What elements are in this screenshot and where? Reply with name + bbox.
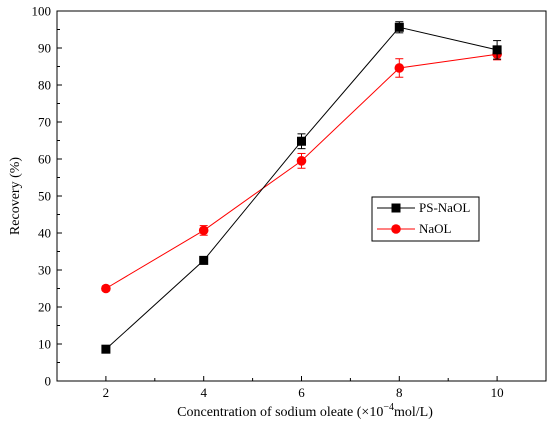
- legend-box: [371, 196, 480, 242]
- series-ps-naol: [101, 21, 502, 354]
- y-tick-label: 90: [38, 41, 51, 56]
- x-axis-title: Concentration of sodium oleate (×10−4mol…: [177, 402, 433, 420]
- x-tick-label: 2: [103, 385, 110, 400]
- data-point-naol: [296, 156, 307, 166]
- x-tick-label: 8: [396, 385, 403, 400]
- x-axis-title-unit: mol/L): [394, 405, 433, 420]
- y-tick-label: 60: [38, 152, 51, 167]
- y-tick-label: 10: [38, 337, 51, 352]
- data-point-ps-naol: [101, 344, 111, 354]
- x-axis-title-exponent: −4: [383, 402, 394, 413]
- series-line-naol: [105, 53, 498, 289]
- x-tick-label: 10: [491, 385, 504, 400]
- series-line-ps-naol: [105, 26, 498, 350]
- x-tick-label: 4: [200, 385, 207, 400]
- data-point-ps-naol: [394, 22, 404, 32]
- data-point-ps-naol: [297, 136, 306, 146]
- x-axis: 2 4 6 8 10: [103, 376, 504, 400]
- y-tick-label: 40: [38, 226, 51, 241]
- plot-frame: [56, 10, 547, 382]
- data-point-naol: [101, 283, 111, 294]
- y-tick-label: 80: [38, 78, 51, 93]
- y-tick-label: 100: [32, 4, 52, 19]
- series-naol: [101, 48, 502, 294]
- y-tick-label: 70: [38, 115, 51, 130]
- y-axis: 0 10 20 30 40 50 60 70 80 90 100: [32, 4, 62, 389]
- legend: PS-NaOL NaOL: [371, 196, 480, 242]
- y-axis-title: Recovery (%): [8, 157, 23, 235]
- data-point-naol: [394, 63, 405, 73]
- x-axis-title-text: Concentration of sodium oleate (×10: [177, 405, 383, 420]
- y-tick-label: 20: [38, 300, 51, 315]
- y-tick-label: 50: [38, 189, 51, 204]
- legend-marker-ps-naol: [391, 203, 401, 213]
- data-point-ps-naol: [199, 255, 209, 265]
- legend-marker-naol: [391, 224, 401, 234]
- y-tick-label: 0: [45, 374, 52, 389]
- legend-label-ps-naol: PS-NaOL: [419, 200, 470, 215]
- data-point-naol: [198, 225, 209, 236]
- data-point-ps-naol: [492, 45, 502, 55]
- legend-label-naol: NaOL: [419, 221, 452, 236]
- series-layer: [101, 21, 502, 354]
- x-tick-label: 6: [298, 385, 305, 400]
- y-tick-label: 30: [38, 263, 51, 278]
